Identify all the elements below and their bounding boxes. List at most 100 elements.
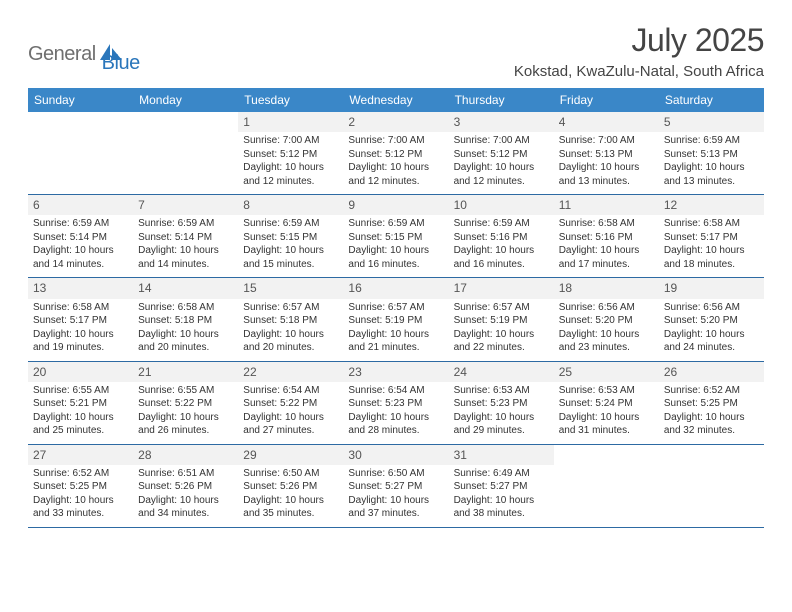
day-number: 6 <box>28 195 133 215</box>
weekday-header: Wednesday <box>343 88 448 112</box>
sunrise-text: Sunrise: 7:00 AM <box>454 134 549 148</box>
week-row: 1Sunrise: 7:00 AMSunset: 5:12 PMDaylight… <box>28 112 764 195</box>
logo-text-blue: Blue <box>102 52 140 75</box>
sunrise-text: Sunrise: 6:55 AM <box>138 384 233 398</box>
daylight-text: and 12 minutes. <box>243 175 338 189</box>
daylight-text: Daylight: 10 hours <box>33 328 128 342</box>
daylight-text: Daylight: 10 hours <box>138 494 233 508</box>
sunrise-text: Sunrise: 6:57 AM <box>348 301 443 315</box>
sunset-text: Sunset: 5:19 PM <box>348 314 443 328</box>
week-row: 6Sunrise: 6:59 AMSunset: 5:14 PMDaylight… <box>28 195 764 278</box>
daylight-text: Daylight: 10 hours <box>559 411 654 425</box>
weekday-header: Tuesday <box>238 88 343 112</box>
sunrise-text: Sunrise: 7:00 AM <box>243 134 338 148</box>
sunrise-text: Sunrise: 6:59 AM <box>243 217 338 231</box>
sunset-text: Sunset: 5:23 PM <box>454 397 549 411</box>
daylight-text: and 14 minutes. <box>33 258 128 272</box>
daylight-text: Daylight: 10 hours <box>243 494 338 508</box>
daylight-text: and 38 minutes. <box>454 507 549 521</box>
sunset-text: Sunset: 5:20 PM <box>559 314 654 328</box>
sunset-text: Sunset: 5:26 PM <box>243 480 338 494</box>
day-number: 15 <box>238 278 343 298</box>
weekday-header: Thursday <box>449 88 554 112</box>
day-cell: 30Sunrise: 6:50 AMSunset: 5:27 PMDayligh… <box>343 445 448 527</box>
sunset-text: Sunset: 5:15 PM <box>243 231 338 245</box>
day-number: 26 <box>659 362 764 382</box>
sunrise-text: Sunrise: 6:56 AM <box>664 301 759 315</box>
day-cell: 8Sunrise: 6:59 AMSunset: 5:15 PMDaylight… <box>238 195 343 277</box>
weekday-header: Friday <box>554 88 659 112</box>
day-cell: 5Sunrise: 6:59 AMSunset: 5:13 PMDaylight… <box>659 112 764 194</box>
daylight-text: and 34 minutes. <box>138 507 233 521</box>
daylight-text: Daylight: 10 hours <box>559 161 654 175</box>
day-cell: 28Sunrise: 6:51 AMSunset: 5:26 PMDayligh… <box>133 445 238 527</box>
sunrise-text: Sunrise: 6:53 AM <box>454 384 549 398</box>
day-cell: 12Sunrise: 6:58 AMSunset: 5:17 PMDayligh… <box>659 195 764 277</box>
sunset-text: Sunset: 5:16 PM <box>559 231 654 245</box>
location-text: Kokstad, KwaZulu-Natal, South Africa <box>514 63 764 80</box>
sunrise-text: Sunrise: 6:50 AM <box>243 467 338 481</box>
sunset-text: Sunset: 5:15 PM <box>348 231 443 245</box>
sunset-text: Sunset: 5:23 PM <box>348 397 443 411</box>
day-cell: 13Sunrise: 6:58 AMSunset: 5:17 PMDayligh… <box>28 278 133 360</box>
sunset-text: Sunset: 5:24 PM <box>559 397 654 411</box>
day-number: 28 <box>133 445 238 465</box>
day-number: 24 <box>449 362 554 382</box>
weekday-header: Monday <box>133 88 238 112</box>
daylight-text: and 26 minutes. <box>138 424 233 438</box>
day-cell: 14Sunrise: 6:58 AMSunset: 5:18 PMDayligh… <box>133 278 238 360</box>
sunrise-text: Sunrise: 6:58 AM <box>664 217 759 231</box>
daylight-text: Daylight: 10 hours <box>559 244 654 258</box>
daylight-text: Daylight: 10 hours <box>559 328 654 342</box>
daylight-text: Daylight: 10 hours <box>664 411 759 425</box>
sunset-text: Sunset: 5:12 PM <box>243 148 338 162</box>
day-cell <box>133 112 238 194</box>
week-row: 27Sunrise: 6:52 AMSunset: 5:25 PMDayligh… <box>28 445 764 528</box>
day-number: 18 <box>554 278 659 298</box>
sunrise-text: Sunrise: 6:59 AM <box>33 217 128 231</box>
sunrise-text: Sunrise: 6:57 AM <box>454 301 549 315</box>
daylight-text: and 29 minutes. <box>454 424 549 438</box>
sunrise-text: Sunrise: 6:59 AM <box>138 217 233 231</box>
daylight-text: and 16 minutes. <box>454 258 549 272</box>
day-number: 13 <box>28 278 133 298</box>
daylight-text: Daylight: 10 hours <box>454 494 549 508</box>
weekday-header: Saturday <box>659 88 764 112</box>
daylight-text: Daylight: 10 hours <box>138 328 233 342</box>
daylight-text: and 18 minutes. <box>664 258 759 272</box>
day-number: 21 <box>133 362 238 382</box>
daylight-text: and 17 minutes. <box>559 258 654 272</box>
sunrise-text: Sunrise: 7:00 AM <box>559 134 654 148</box>
day-cell: 16Sunrise: 6:57 AMSunset: 5:19 PMDayligh… <box>343 278 448 360</box>
sunrise-text: Sunrise: 6:50 AM <box>348 467 443 481</box>
daylight-text: and 24 minutes. <box>664 341 759 355</box>
sunrise-text: Sunrise: 6:51 AM <box>138 467 233 481</box>
calendar-grid: SundayMondayTuesdayWednesdayThursdayFrid… <box>28 88 764 528</box>
daylight-text: and 20 minutes. <box>243 341 338 355</box>
daylight-text: Daylight: 10 hours <box>348 244 443 258</box>
daylight-text: Daylight: 10 hours <box>454 328 549 342</box>
sunset-text: Sunset: 5:19 PM <box>454 314 549 328</box>
page-header: General Blue July 2025 Kokstad, KwaZulu-… <box>28 22 764 80</box>
day-number: 22 <box>238 362 343 382</box>
daylight-text: Daylight: 10 hours <box>664 161 759 175</box>
sunrise-text: Sunrise: 6:54 AM <box>348 384 443 398</box>
daylight-text: Daylight: 10 hours <box>33 494 128 508</box>
day-cell: 24Sunrise: 6:53 AMSunset: 5:23 PMDayligh… <box>449 362 554 444</box>
sunrise-text: Sunrise: 6:55 AM <box>33 384 128 398</box>
day-number: 12 <box>659 195 764 215</box>
sunrise-text: Sunrise: 6:58 AM <box>559 217 654 231</box>
sunset-text: Sunset: 5:13 PM <box>559 148 654 162</box>
daylight-text: and 31 minutes. <box>559 424 654 438</box>
day-cell: 26Sunrise: 6:52 AMSunset: 5:25 PMDayligh… <box>659 362 764 444</box>
sunrise-text: Sunrise: 6:52 AM <box>33 467 128 481</box>
sunset-text: Sunset: 5:13 PM <box>664 148 759 162</box>
daylight-text: Daylight: 10 hours <box>243 244 338 258</box>
daylight-text: and 25 minutes. <box>33 424 128 438</box>
daylight-text: Daylight: 10 hours <box>243 411 338 425</box>
day-number: 10 <box>449 195 554 215</box>
day-cell: 20Sunrise: 6:55 AMSunset: 5:21 PMDayligh… <box>28 362 133 444</box>
daylight-text: Daylight: 10 hours <box>348 328 443 342</box>
day-cell <box>28 112 133 194</box>
daylight-text: and 19 minutes. <box>33 341 128 355</box>
